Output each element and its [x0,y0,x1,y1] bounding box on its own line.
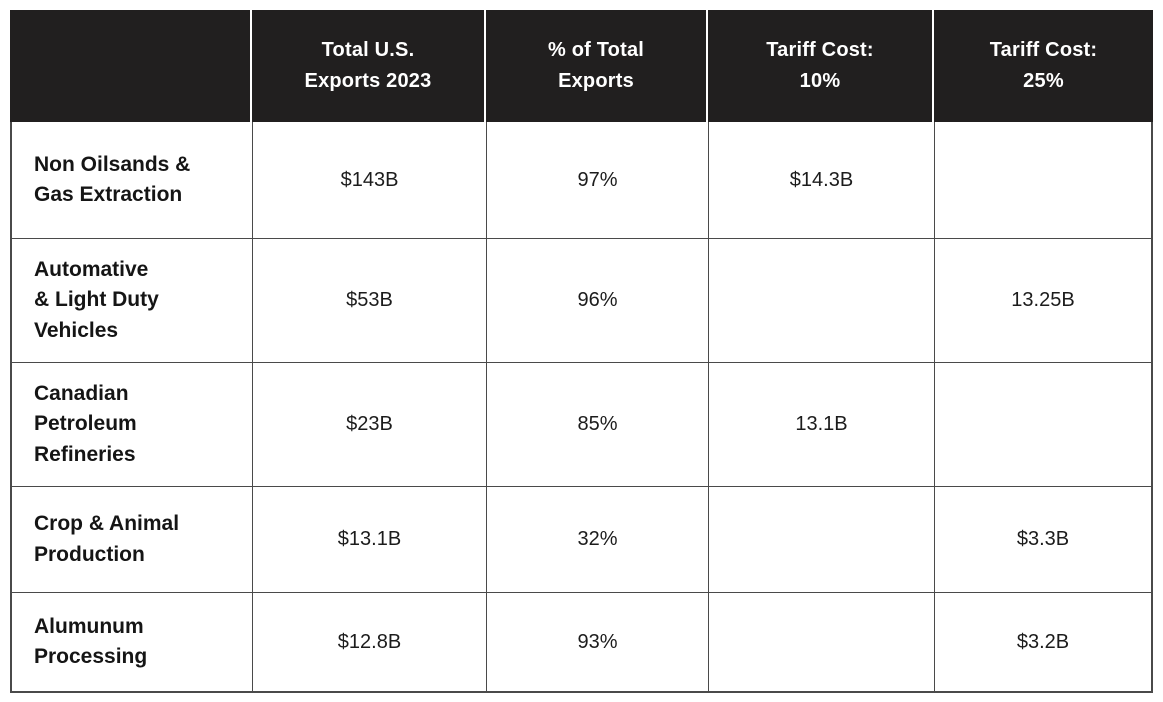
cell-crop-animal-tariff25: $3.3B [934,486,1151,592]
header-cell-pct-of-total: % of Total Exports [484,10,706,122]
row-label-aluminum: Alumunum Processing [12,592,252,691]
cell-non-oilsands-exports: $143B [252,122,486,238]
cell-aluminum-pct: 93% [486,592,708,691]
cell-non-oilsands-pct: 97% [486,122,708,238]
row-label-automotive: Automative & Light Duty Vehicles [12,238,252,362]
cell-automotive-exports: $53B [252,238,486,362]
tariff-table: Total U.S. Exports 2023 % of Total Expor… [10,10,1153,693]
cell-petroleum-tariff10: 13.1B [708,362,934,486]
row-label-crop-animal: Crop & Animal Production [12,486,252,592]
header-cell-tariff-10: Tariff Cost: 10% [706,10,932,122]
cell-non-oilsands-tariff25 [934,122,1151,238]
cell-automotive-tariff10 [708,238,934,362]
header-cell-empty [10,10,250,122]
cell-petroleum-pct: 85% [486,362,708,486]
cell-automotive-tariff25: 13.25B [934,238,1151,362]
cell-non-oilsands-tariff10: $14.3B [708,122,934,238]
row-label-non-oilsands: Non Oilsands & Gas Extraction [12,122,252,238]
cell-aluminum-tariff25: $3.2B [934,592,1151,691]
table-body: Non Oilsands & Gas Extraction $143B 97% … [10,122,1153,693]
header-cell-total-exports: Total U.S. Exports 2023 [250,10,484,122]
cell-aluminum-tariff10 [708,592,934,691]
table-header-row: Total U.S. Exports 2023 % of Total Expor… [10,10,1153,122]
cell-aluminum-exports: $12.8B [252,592,486,691]
cell-crop-animal-tariff10 [708,486,934,592]
row-label-petroleum: Canadian Petroleum Refineries [12,362,252,486]
cell-crop-animal-pct: 32% [486,486,708,592]
cell-petroleum-exports: $23B [252,362,486,486]
cell-petroleum-tariff25 [934,362,1151,486]
cell-crop-animal-exports: $13.1B [252,486,486,592]
header-cell-tariff-25: Tariff Cost: 25% [932,10,1153,122]
cell-automotive-pct: 96% [486,238,708,362]
